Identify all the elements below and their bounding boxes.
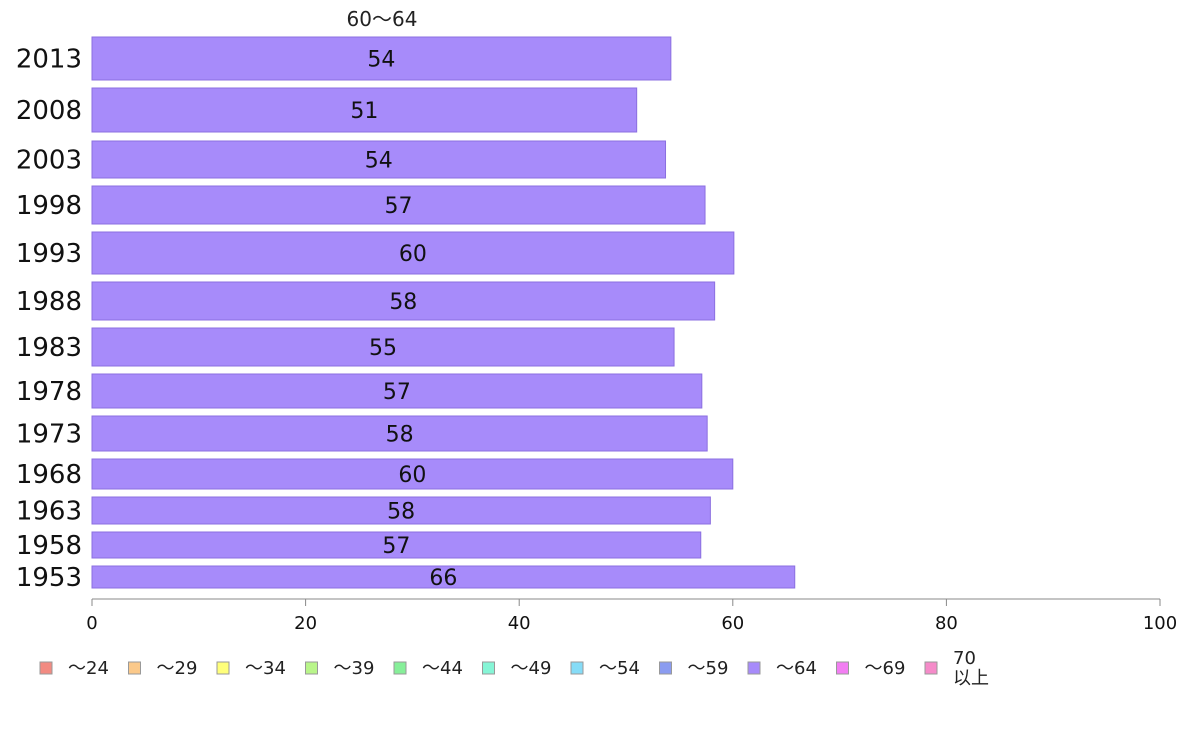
legend-label-1: 〜29 [157,658,198,679]
legend-label-0: 〜24 [68,658,109,679]
bar-2013 [91,36,672,81]
legend-label-6: 〜54 [599,658,640,679]
category-label-1963: 1963 [16,497,82,527]
category-label-1968: 1968 [16,460,82,490]
x-tick-label-0: 0 [86,613,97,634]
legend-swatch-1 [128,661,141,675]
series-title: 60〜64 [347,7,418,31]
legend-swatch-4 [393,661,407,675]
legend-swatch-6 [570,661,584,675]
bar-1958 [91,531,702,559]
bar-value-label-2013: 54 [367,48,395,73]
bar-value-label-1958: 57 [382,534,410,559]
bar-value-label-1998: 57 [385,194,413,219]
legend-label-2: 〜34 [245,658,286,679]
category-label-1958: 1958 [16,531,82,561]
bar-value-label-1968: 60 [398,463,426,488]
x-tick-label-20: 20 [294,613,317,634]
category-label-1998: 1998 [16,191,82,221]
bar-value-label-1978: 57 [383,380,411,405]
bar-1993 [91,231,735,275]
bar-1988 [91,281,716,321]
category-label-2003: 2003 [16,146,82,176]
bar-value-label-1963: 58 [387,500,415,525]
x-tick-label-100: 100 [1143,613,1177,634]
legend-swatch-9 [836,661,849,675]
bar-2003 [91,140,667,179]
bar-1953 [91,565,796,589]
x-axis: 0 20 40 60 80 100 [86,598,1177,634]
legend-label-9: 〜69 [865,658,906,679]
bar-value-label-2008: 51 [350,99,378,124]
bar-1973 [91,415,708,452]
bar-value-label-2003: 54 [365,149,393,174]
legend-label-10: 70 以上 [953,648,989,689]
bar-value-label-1993: 60 [399,242,427,267]
category-label-2008: 2008 [16,96,82,126]
legend-label-7: 〜59 [688,658,729,679]
legend-swatch-7 [659,661,672,675]
bar-value-label-1983: 55 [369,336,397,361]
legend-label-4: 〜44 [422,658,463,679]
x-tick-label-40: 40 [508,613,531,634]
legend: 〜24 〜29 〜34 〜39 〜44 〜49 〜54 〜59 〜64 〜69 70 以上 [39,648,989,689]
bar-1963 [91,496,711,525]
bars-layer: 2013 54 2008 51 2003 54 1998 57 1993 60 1988 58 1983… [16,36,796,593]
category-label-1993: 1993 [16,239,82,269]
category-label-1978: 1978 [16,377,82,407]
legend-swatch-10 [924,661,938,675]
bar-value-label-1973: 58 [386,423,414,448]
bar-2008 [91,87,638,133]
category-label-1988: 1988 [16,287,82,317]
legend-label-5: 〜49 [511,658,552,679]
bar-value-label-1953: 66 [429,566,457,591]
bar-value-label-1988: 58 [389,290,417,315]
category-label-1983: 1983 [16,333,82,363]
bar-1968 [91,458,734,490]
legend-swatch-5 [482,661,495,675]
legend-swatch-8 [747,661,761,675]
x-tick-label-60: 60 [721,613,744,634]
legend-label-8: 〜64 [776,658,817,679]
category-label-1953: 1953 [16,563,82,593]
bar-1983 [91,327,675,367]
x-tick-label-80: 80 [935,613,958,634]
legend-label-3: 〜39 [334,658,375,679]
legend-swatch-3 [305,661,318,675]
category-label-1973: 1973 [16,420,82,450]
legend-swatch-0 [39,661,53,675]
bar-1998 [91,185,706,225]
legend-swatch-2 [216,661,230,675]
category-label-2013: 2013 [16,45,82,75]
bar-1978 [91,373,703,409]
